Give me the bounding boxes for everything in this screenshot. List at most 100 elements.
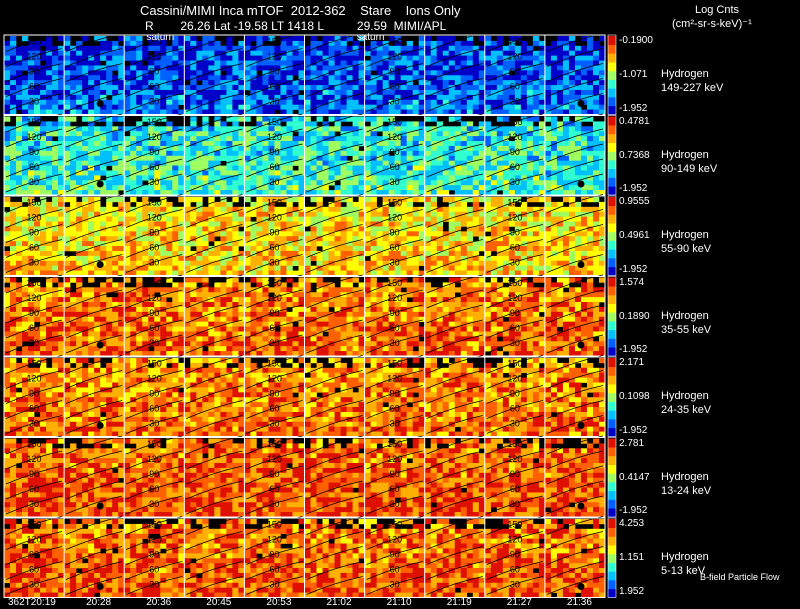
colorbar-segment — [608, 79, 616, 89]
colorbar-segment — [608, 455, 616, 465]
contour-label: 90 — [149, 389, 159, 399]
contour-label: 30 — [29, 177, 39, 187]
contour-line — [5, 319, 63, 339]
contour-label: 30 — [29, 97, 39, 107]
contour-line — [546, 48, 604, 67]
contour-label: 30 — [269, 338, 279, 348]
contour-line — [546, 576, 604, 595]
contour-label: 120 — [267, 52, 282, 62]
contour-label: 90 — [269, 228, 279, 238]
contour-line — [426, 173, 483, 193]
contour-label: 30 — [510, 177, 520, 187]
colorbar — [607, 356, 617, 437]
contour-line — [426, 319, 483, 339]
contour-label: 90 — [149, 228, 159, 238]
contour-line — [126, 546, 183, 565]
contour-label: 60 — [390, 484, 400, 494]
contour-line — [65, 319, 123, 339]
contour-line — [546, 370, 604, 389]
contour-line — [306, 400, 363, 419]
contour-line — [5, 63, 63, 82]
contour-line — [5, 415, 63, 434]
contour-label: 120 — [267, 213, 282, 223]
colorbar-border — [607, 195, 617, 276]
contour-line — [126, 465, 183, 485]
contour-label: 120 — [147, 535, 162, 545]
contour-label: 60 — [149, 404, 159, 414]
contour-line — [65, 209, 123, 228]
contour-group: 30 60 90 120 150 — [5, 435, 63, 515]
contour-line — [186, 495, 243, 515]
contour-line — [306, 289, 363, 309]
contour-group: 30 60 90 120 150 — [246, 516, 303, 595]
contour-label: 30 — [29, 419, 39, 429]
contour-group: 30 60 90 120 150 — [486, 194, 543, 273]
contour-line — [546, 289, 604, 309]
colorbar-segment — [608, 177, 616, 187]
contour-group — [546, 516, 604, 595]
contour-group: 30 60 90 120 150 — [366, 113, 423, 193]
contour-group — [186, 435, 243, 515]
contour-line — [65, 465, 123, 485]
contour-label: 120 — [507, 535, 522, 545]
contour-line — [426, 48, 483, 67]
contour-label: 30 — [149, 419, 159, 429]
contour-line — [546, 63, 604, 82]
time-tick-label: 20:45 — [206, 597, 232, 608]
contour-line — [246, 128, 303, 148]
contour-line — [546, 415, 604, 434]
contour-line — [186, 254, 243, 273]
contour-label: 90 — [390, 389, 400, 399]
contour-line — [126, 334, 183, 354]
contour-group: 30 60 90 120 150 — [5, 194, 63, 273]
contour-label: 120 — [27, 52, 42, 62]
contour-line — [5, 450, 63, 470]
contour-line — [246, 158, 303, 178]
contour-label: 60 — [29, 484, 39, 494]
contour-line — [546, 128, 604, 148]
contour-line — [65, 93, 123, 112]
colorbar-segment — [608, 53, 616, 63]
contour-line — [65, 78, 123, 97]
contour-label: 60 — [510, 404, 520, 414]
contour-line — [486, 370, 543, 389]
contour-label: 120 — [27, 293, 42, 303]
colorbar-border — [607, 517, 617, 598]
contour-line — [306, 254, 363, 273]
contour-label: 90 — [269, 469, 279, 479]
contour-label: 60 — [510, 323, 520, 333]
contour-group: 30 60 90 120 150 — [126, 274, 183, 354]
contour-line — [366, 576, 423, 595]
contour-label: 120 — [147, 293, 162, 303]
contour-line — [486, 304, 543, 324]
contour-line — [126, 531, 183, 550]
species-label: Hydrogen — [661, 551, 709, 563]
contour-line — [186, 158, 243, 178]
contour-label: 30 — [149, 177, 159, 187]
contour-label: 120 — [507, 374, 522, 384]
contour-line — [186, 319, 243, 339]
contour-line — [126, 93, 183, 112]
contour-line — [126, 239, 183, 258]
contour-line — [5, 576, 63, 595]
contour-line — [186, 465, 243, 485]
contour-line — [366, 495, 423, 515]
contour-line — [366, 93, 423, 112]
colorbar-segment — [608, 258, 616, 268]
contour-label: 120 — [267, 535, 282, 545]
colorbar-segment — [608, 266, 616, 276]
contour-line — [366, 289, 423, 309]
contour-line — [246, 495, 303, 515]
contour-label: 90 — [390, 308, 400, 318]
contour-label: 150 — [267, 198, 282, 208]
energy-range-label: 5-13 keV — [661, 565, 706, 577]
contour-line — [246, 209, 303, 228]
contour-label: 60 — [149, 484, 159, 494]
contour-line — [306, 495, 363, 515]
colorbar-segment — [608, 277, 616, 287]
contour-line — [65, 289, 123, 309]
saturn-marker — [96, 261, 104, 268]
contour-line — [366, 531, 423, 550]
contour-label: 90 — [149, 469, 159, 479]
